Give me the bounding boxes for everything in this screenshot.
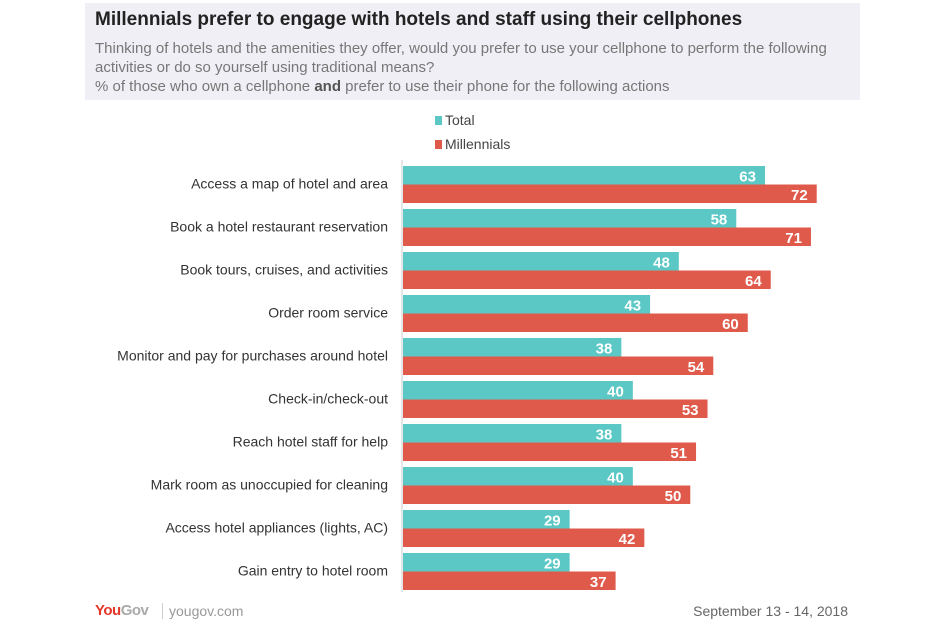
bar-millennials xyxy=(403,442,697,461)
bar-millennials xyxy=(403,356,714,375)
category-label: Access hotel appliances (lights, AC) xyxy=(165,520,388,536)
bar-millennials xyxy=(403,313,748,332)
bar-millennials xyxy=(403,184,817,203)
category-label: Book tours, cruises, and activities xyxy=(180,262,388,278)
bar-total xyxy=(403,510,570,529)
bar-millennials xyxy=(403,399,708,418)
data-label-millennials: 64 xyxy=(745,273,762,290)
data-label-millennials: 42 xyxy=(619,531,636,548)
legend-millennials: Millennials xyxy=(435,136,510,152)
data-label-millennials: 72 xyxy=(791,187,808,204)
data-label-total: 38 xyxy=(596,427,613,444)
data-label-total: 38 xyxy=(596,341,613,358)
legend-total: Total xyxy=(435,112,475,128)
chart-note: % of those who own a cellphone and prefe… xyxy=(95,78,670,95)
chart-title: Millennials prefer to engage with hotels… xyxy=(95,9,743,30)
bar-millennials xyxy=(403,485,691,504)
data-label-total: 63 xyxy=(739,169,756,186)
note-text: % of those who own a cellphone xyxy=(95,78,315,95)
data-label-millennials: 51 xyxy=(670,445,687,462)
category-label: Access a map of hotel and area xyxy=(191,176,388,192)
data-label-millennials: 53 xyxy=(682,402,699,419)
data-label-millennials: 37 xyxy=(590,574,607,591)
data-label-total: 40 xyxy=(607,384,624,401)
data-label-millennials: 54 xyxy=(688,359,705,376)
category-label: Monitor and pay for purchases around hot… xyxy=(117,348,388,364)
bar-millennials xyxy=(403,528,645,547)
category-label: Check-in/check-out xyxy=(268,391,388,407)
data-label-millennials: 60 xyxy=(722,316,739,333)
footer-url[interactable]: yougov.com xyxy=(162,603,243,619)
legend-label-total: Total xyxy=(445,112,475,128)
data-label-millennials: 71 xyxy=(785,230,802,247)
category-label: Mark room as unoccupied for cleaning xyxy=(151,477,388,493)
data-label-total: 40 xyxy=(607,470,624,487)
bar-total xyxy=(403,553,570,572)
bar-total xyxy=(403,252,679,271)
bar-total xyxy=(403,295,651,314)
bar-total xyxy=(403,381,633,400)
data-label-millennials: 50 xyxy=(665,488,682,505)
header: Millennials prefer to engage with hotels… xyxy=(85,3,860,100)
bar-total xyxy=(403,424,622,443)
category-label: Book a hotel restaurant reservation xyxy=(170,219,388,235)
bar-total xyxy=(403,338,622,357)
category-label: Gain entry to hotel room xyxy=(238,563,388,579)
legend-label-millennials: Millennials xyxy=(445,136,511,152)
yougov-logo: YouGov xyxy=(95,602,149,619)
bar-millennials xyxy=(403,227,811,246)
bar-millennials xyxy=(403,270,771,289)
data-label-total: 48 xyxy=(653,255,670,272)
bar-millennials xyxy=(403,571,616,590)
data-label-total: 43 xyxy=(624,298,641,315)
legend-swatch-millennials xyxy=(435,140,442,149)
category-label: Reach hotel staff for help xyxy=(233,434,389,450)
bar-total xyxy=(403,467,633,486)
category-label: Order room service xyxy=(268,305,388,321)
note-bold: and xyxy=(314,78,341,95)
data-label-total: 29 xyxy=(544,556,561,573)
data-label-total: 29 xyxy=(544,513,561,530)
legend-swatch-total xyxy=(435,116,442,125)
data-label-total: 58 xyxy=(711,212,728,229)
note-text-end: prefer to use their phone for the follow… xyxy=(340,78,670,95)
bar-total xyxy=(403,166,765,185)
footer-date: September 13 - 14, 2018 xyxy=(693,603,848,619)
chart-subtitle: Thinking of hotels and the amenities the… xyxy=(95,40,827,76)
bar-total xyxy=(403,209,737,228)
